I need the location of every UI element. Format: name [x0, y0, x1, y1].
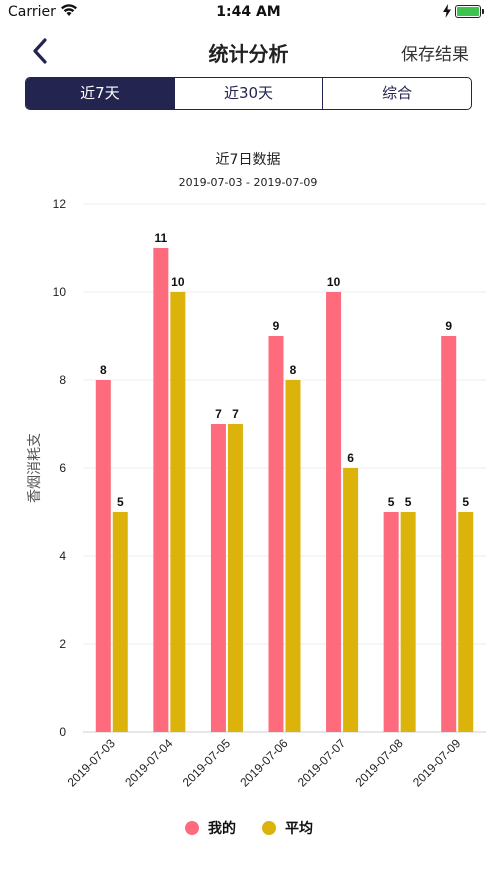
y-tick-label: 12 — [53, 197, 67, 211]
navigation-bar: 统计分析 保存结果 — [0, 26, 497, 76]
data-label: 7 — [215, 407, 222, 421]
y-tick-label: 8 — [59, 373, 66, 387]
tab-overall[interactable]: 综合 — [322, 78, 471, 109]
data-label: 8 — [100, 363, 107, 377]
chevron-left-icon[interactable] — [28, 36, 52, 66]
save-results-button[interactable]: 保存结果 — [401, 45, 469, 65]
chart-subtitle: 2019-07-03 - 2019-07-09 — [179, 176, 318, 189]
chart-legend: 我的 平均 — [0, 818, 497, 842]
carrier-label: Carrier — [8, 4, 56, 20]
data-label: 5 — [388, 495, 395, 509]
bar-average — [112, 512, 128, 732]
y-tick-label: 10 — [53, 285, 67, 299]
y-tick-label: 4 — [59, 549, 66, 563]
bar-mine — [153, 248, 169, 732]
x-tick-label: 2019-07-04 — [122, 736, 176, 790]
bar-mine — [95, 380, 111, 732]
status-bar: Carrier 1:44 AM — [0, 0, 497, 26]
tab-7-days[interactable]: 近7天 — [26, 78, 174, 109]
period-segmented-control: 近7天 近30天 综合 — [25, 77, 472, 110]
data-label: 7 — [232, 407, 239, 421]
data-label: 8 — [290, 363, 297, 377]
tab-30-days[interactable]: 近30天 — [173, 78, 323, 109]
data-label: 9 — [273, 319, 280, 333]
legend-item-mine: 我的 — [185, 818, 236, 838]
clock: 1:44 AM — [216, 4, 281, 20]
y-tick-label: 2 — [59, 637, 66, 651]
bar-average — [227, 424, 243, 732]
data-label: 10 — [171, 275, 185, 289]
battery-icon — [455, 5, 484, 18]
x-tick-label: 2019-07-07 — [295, 736, 349, 790]
battery-tip — [482, 9, 484, 14]
legend-label-mine: 我的 — [208, 821, 236, 837]
data-label: 11 — [155, 231, 168, 245]
chart-title: 近7日数据 — [216, 152, 281, 168]
data-label: 10 — [327, 275, 341, 289]
bar-mine — [383, 512, 399, 732]
x-tick-label: 2019-07-09 — [410, 736, 464, 790]
y-axis-label: 香烟消耗支 — [27, 433, 43, 503]
y-tick-label: 6 — [59, 461, 66, 475]
bar-chart: 近7日数据 2019-07-03 - 2019-07-09 0 2 4 6 8 10 12 香烟消… — [27, 152, 486, 790]
bar-mine — [441, 336, 457, 732]
charging-icon — [443, 4, 451, 18]
wifi-icon — [61, 4, 77, 16]
bar-mine — [210, 424, 226, 732]
data-label: 6 — [347, 451, 354, 465]
data-label: 5 — [405, 495, 412, 509]
bar-mine — [268, 336, 284, 732]
data-label: 9 — [445, 319, 452, 333]
x-tick-label: 2019-07-08 — [352, 736, 406, 790]
bar-average — [400, 512, 416, 732]
bar-average — [343, 468, 359, 732]
battery-level — [457, 7, 479, 16]
legend-swatch-average — [262, 821, 276, 835]
x-tick-label: 2019-07-06 — [237, 736, 291, 790]
data-label: 5 — [117, 495, 124, 509]
bar-mine — [326, 292, 342, 732]
x-tick-label: 2019-07-03 — [65, 736, 119, 790]
bar-average — [285, 380, 301, 732]
legend-label-average: 平均 — [285, 821, 313, 837]
y-tick-label: 0 — [59, 725, 66, 739]
x-tick-label: 2019-07-05 — [180, 736, 234, 790]
data-label: 5 — [462, 495, 469, 509]
legend-item-average: 平均 — [262, 818, 313, 838]
bar-average — [170, 292, 186, 732]
bar-average — [458, 512, 474, 732]
legend-swatch-mine — [185, 821, 199, 835]
